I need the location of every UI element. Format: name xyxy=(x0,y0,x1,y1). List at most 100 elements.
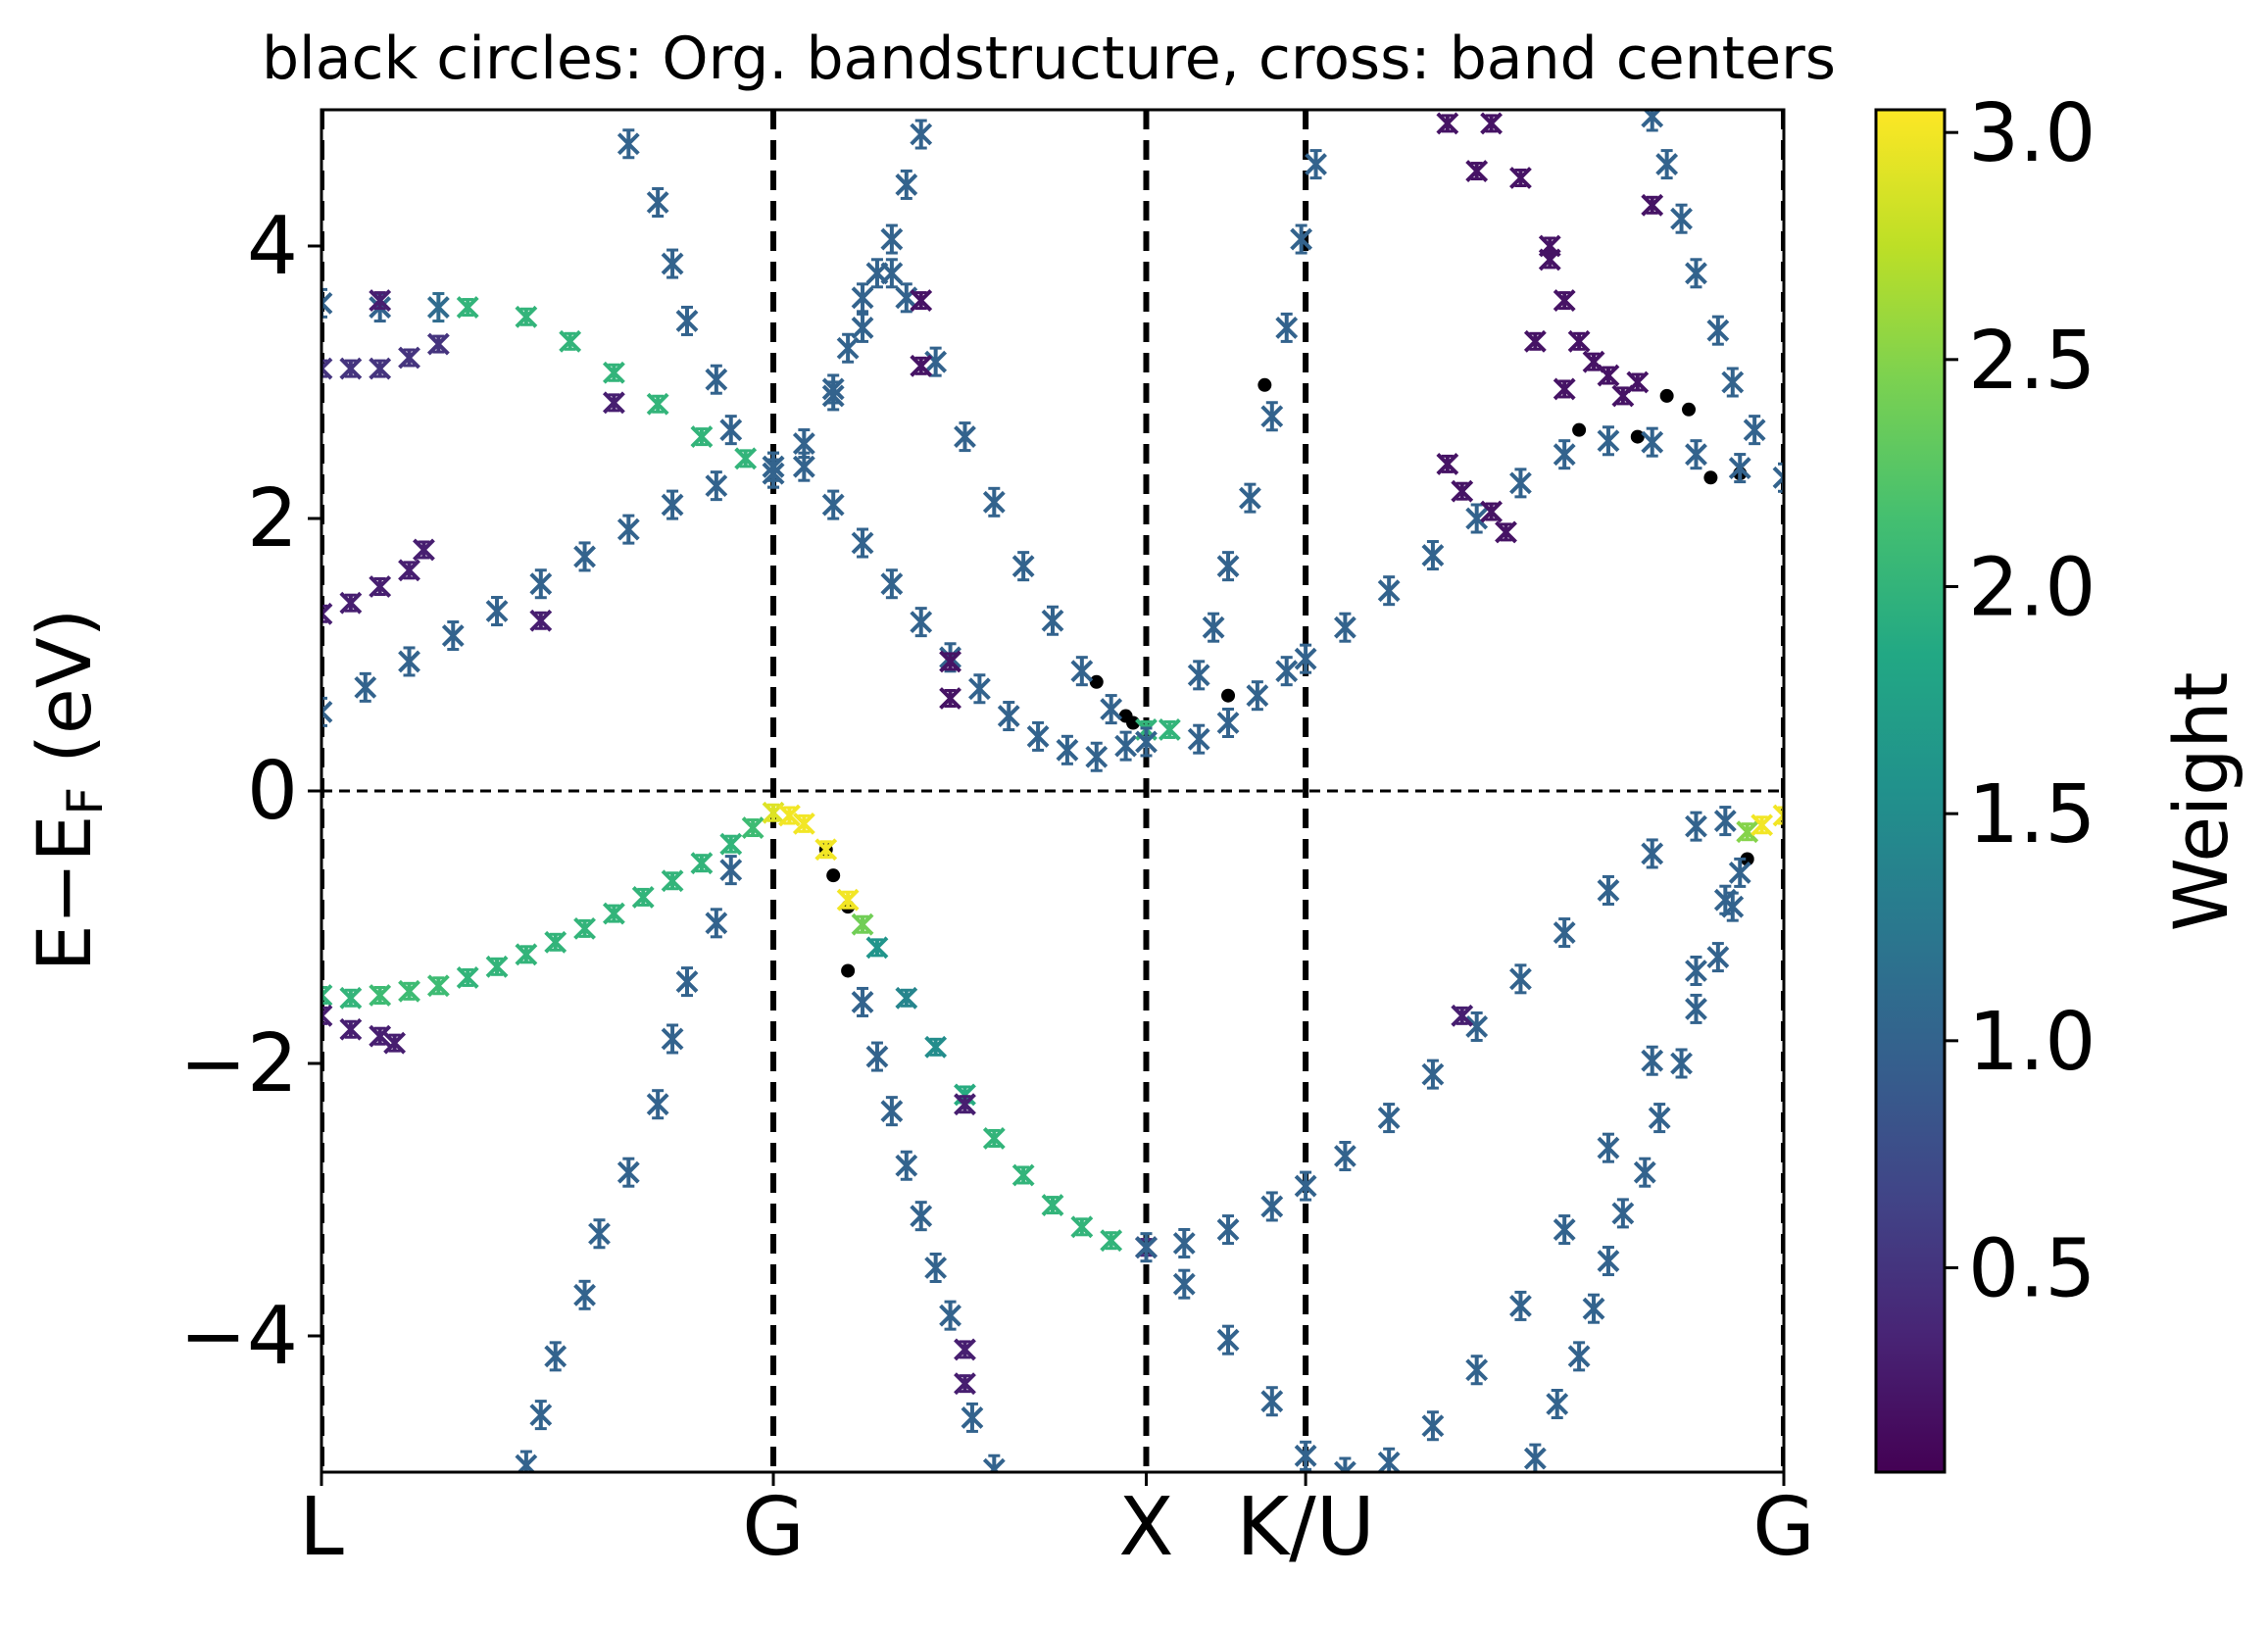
band-center-marker xyxy=(1246,680,1269,712)
band-center-marker xyxy=(1736,820,1759,844)
band-center-marker xyxy=(339,591,363,615)
band-series xyxy=(1135,804,1784,1259)
band-center-marker xyxy=(1728,857,1751,888)
band-center-marker xyxy=(1655,149,1679,180)
band-center-marker xyxy=(661,489,684,520)
band-center-marker xyxy=(851,282,874,314)
band-center-marker xyxy=(1421,1410,1445,1442)
band-center-marker xyxy=(836,332,860,364)
band-center-marker xyxy=(456,966,479,989)
band-center-marker xyxy=(321,984,333,1007)
band-center-marker xyxy=(1056,734,1079,765)
band-center-marker xyxy=(559,329,582,353)
band-center-marker xyxy=(1743,415,1766,446)
original-band-point xyxy=(1630,429,1645,444)
band-center-marker xyxy=(1582,1293,1605,1324)
band-center-marker xyxy=(1706,942,1730,973)
band-center-marker xyxy=(1421,1059,1445,1090)
y-tick-label: −4 xyxy=(179,1290,298,1383)
colorbar-tick-label: 2.0 xyxy=(1968,542,2095,635)
band-center-marker xyxy=(602,361,625,384)
band-center-marker xyxy=(646,187,669,219)
band-center-marker xyxy=(939,1300,961,1331)
band-center-marker xyxy=(1100,694,1123,725)
band-center-marker xyxy=(1275,312,1299,343)
band-center-marker xyxy=(982,1127,1006,1150)
x-tick-label: K/U xyxy=(1236,1481,1374,1574)
original-band-point xyxy=(826,868,841,883)
band-center-marker xyxy=(1260,1191,1284,1222)
band-center-marker xyxy=(821,489,845,520)
band-center-marker xyxy=(1333,1456,1356,1472)
band-center-marker xyxy=(792,451,815,482)
band-center-marker xyxy=(734,447,758,470)
band-center-marker xyxy=(851,312,874,343)
band-center-marker xyxy=(880,568,904,600)
band-center-marker xyxy=(1216,708,1240,738)
band-center-marker xyxy=(1721,367,1745,398)
band-center-marker xyxy=(573,1279,596,1310)
band-center-marker xyxy=(792,428,815,460)
band-center-marker xyxy=(1495,520,1517,544)
band-center-marker xyxy=(1333,612,1356,643)
band-center-marker xyxy=(1421,540,1445,571)
band-center-marker xyxy=(1553,377,1576,401)
band-center-marker xyxy=(1100,1229,1123,1253)
band-center-marker xyxy=(369,984,392,1007)
band-center-marker xyxy=(1158,718,1181,741)
band-center-marker xyxy=(661,1023,684,1055)
band-center-marker xyxy=(762,458,785,489)
band-center-marker xyxy=(588,1218,611,1250)
band-center-marker xyxy=(954,1093,976,1116)
band-center-marker xyxy=(865,1041,889,1072)
band-center-marker xyxy=(851,986,874,1017)
band-center-marker xyxy=(573,541,596,572)
original-band-point xyxy=(1682,402,1697,417)
band-center-marker xyxy=(1509,963,1532,995)
band-center-marker xyxy=(1582,350,1605,373)
band-center-marker xyxy=(573,916,596,940)
band-center-marker xyxy=(1377,575,1401,607)
band-center-marker xyxy=(321,602,333,625)
band-center-marker xyxy=(1509,1290,1532,1321)
band-center-marker xyxy=(1114,730,1138,762)
band-center-marker xyxy=(602,391,625,415)
band-center-marker xyxy=(939,687,961,710)
band-center-marker xyxy=(705,364,728,395)
band-center-marker xyxy=(369,357,392,380)
band-center-marker xyxy=(910,1201,933,1232)
original-band-point xyxy=(1221,688,1236,703)
band-center-marker xyxy=(895,1150,918,1181)
band-center-marker xyxy=(814,838,838,862)
band-center-marker xyxy=(1685,993,1707,1024)
band-center-marker xyxy=(1070,1215,1094,1239)
band-center-marker xyxy=(369,575,392,598)
band-center-marker xyxy=(1216,1324,1240,1356)
band-center-marker xyxy=(1260,401,1284,432)
band-center-marker xyxy=(1480,112,1504,135)
band-center-marker xyxy=(1567,1341,1591,1372)
band-center-marker xyxy=(1333,1141,1356,1172)
band-center-marker xyxy=(1260,1386,1284,1417)
band-center-marker xyxy=(1465,1011,1489,1042)
band-center-marker xyxy=(646,1089,669,1120)
y-axis-label-unit: (eV) xyxy=(21,609,108,787)
band-center-marker xyxy=(1597,1246,1620,1277)
band-center-marker xyxy=(1597,425,1620,457)
band-center-marker xyxy=(719,832,743,856)
band-center-marker xyxy=(1480,500,1504,523)
band-center-marker xyxy=(1187,723,1210,755)
colorbar-tick-label: 3.0 xyxy=(1968,87,2095,180)
band-center-marker xyxy=(961,1402,984,1433)
band-center-marker xyxy=(705,470,728,502)
band-center-marker xyxy=(1041,605,1064,636)
band-center-marker xyxy=(1567,329,1591,353)
band-center-marker xyxy=(1597,364,1620,387)
band-center-marker xyxy=(1509,167,1532,189)
band-center-marker xyxy=(1135,1232,1158,1263)
band-center-marker xyxy=(1641,426,1664,458)
band-center-marker xyxy=(1670,1048,1693,1079)
band-center-marker xyxy=(383,1031,407,1055)
band-center-marker xyxy=(1275,656,1299,687)
band-center-marker xyxy=(1290,223,1313,255)
